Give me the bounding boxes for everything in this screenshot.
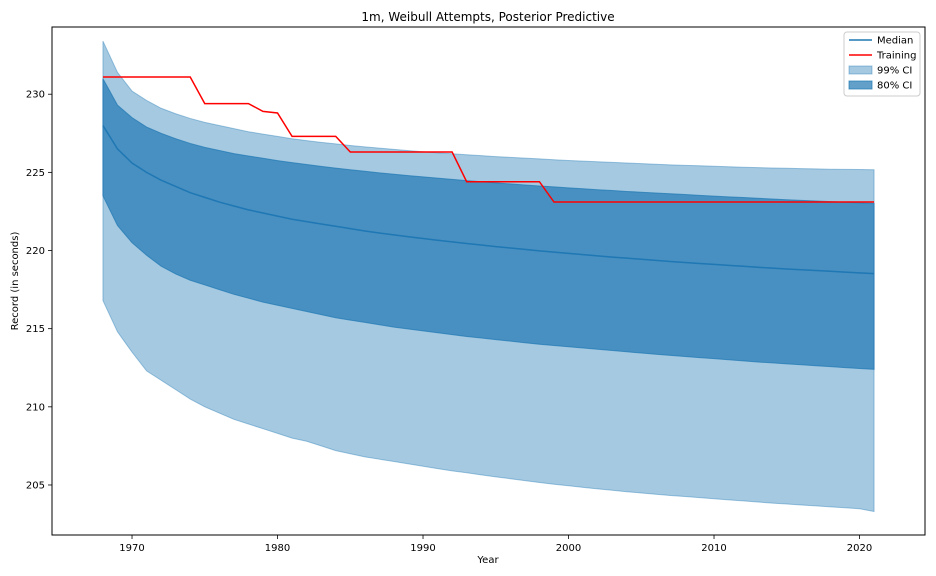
axes-frame [51, 26, 926, 536]
x-tick-label: 2020 [847, 543, 872, 554]
x-axis-label: Year [476, 555, 499, 566]
x-tick-label: 2000 [556, 543, 581, 554]
median-series [102, 125, 875, 275]
y-axis-label: Record (in seconds) [10, 232, 21, 331]
legend-label-median: Median [877, 36, 913, 47]
legend-label-training: Training [876, 51, 916, 62]
x-axis: 1970 1980 1990 2000 2010 2020 [119, 535, 872, 554]
y-tick-label: 230 [26, 90, 45, 101]
legend-swatch-ci80 [848, 80, 873, 90]
ci-80-band [102, 78, 875, 370]
plot-area [102, 40, 875, 513]
y-tick-label: 205 [26, 480, 45, 491]
legend-label-ci80: 80% CI [877, 81, 912, 92]
ci-80-area [102, 78, 875, 370]
x-tick-label: 1970 [119, 543, 144, 554]
y-tick-label: 215 [26, 324, 45, 335]
legend-label-ci99: 99% CI [877, 66, 912, 77]
y-axis: 205 210 215 220 225 230 [26, 90, 52, 491]
y-tick-label: 225 [26, 168, 45, 179]
legend: Median Training 99% CI 80% CI [843, 31, 921, 97]
training-line [102, 76, 875, 203]
median-line [102, 125, 875, 275]
legend-box [843, 31, 921, 97]
chart-title: 1m, Weibull Attempts, Posterior Predicti… [361, 10, 614, 24]
y-tick-label: 220 [26, 246, 45, 257]
x-tick-label: 1980 [265, 543, 290, 554]
training-series [102, 76, 875, 203]
x-tick-label: 2010 [701, 543, 726, 554]
y-tick-label: 210 [26, 402, 45, 413]
legend-swatch-ci99 [848, 65, 873, 75]
x-tick-label: 1990 [410, 543, 435, 554]
